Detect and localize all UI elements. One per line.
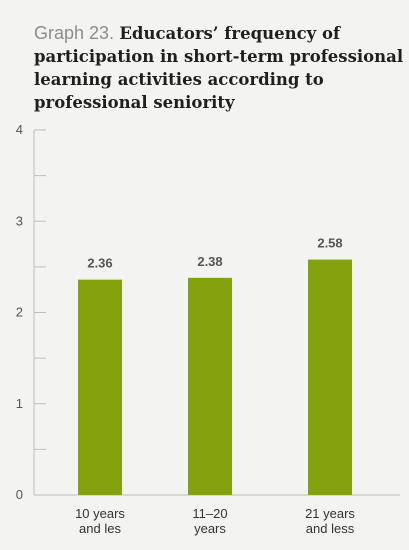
x-tick-label: 11–20 [192, 506, 227, 521]
y-tick-label: 2 [16, 305, 23, 320]
data-label: 2.58 [317, 236, 342, 251]
bar [188, 277, 232, 495]
data-label: 2.38 [197, 254, 222, 269]
x-tick-label: and les [79, 521, 121, 536]
data-label: 2.36 [87, 256, 112, 271]
chart-title: Graph 23. Educators’ frequency of partic… [34, 22, 404, 114]
x-tick-label: 21 years [305, 506, 355, 521]
bar [308, 259, 352, 495]
y-tick-label: 0 [16, 487, 23, 502]
y-tick-label: 4 [16, 122, 23, 137]
chart-title-prefix: Graph 23. [34, 23, 115, 43]
y-tick-label: 3 [16, 213, 23, 228]
bar [78, 279, 122, 495]
chart-title-text: Educators’ frequency of participation in… [34, 24, 404, 112]
y-tick-label: 1 [16, 396, 23, 411]
x-tick-label: years [194, 521, 226, 536]
x-tick-label: and less [306, 521, 355, 536]
x-tick-label: 10 years [75, 506, 125, 521]
